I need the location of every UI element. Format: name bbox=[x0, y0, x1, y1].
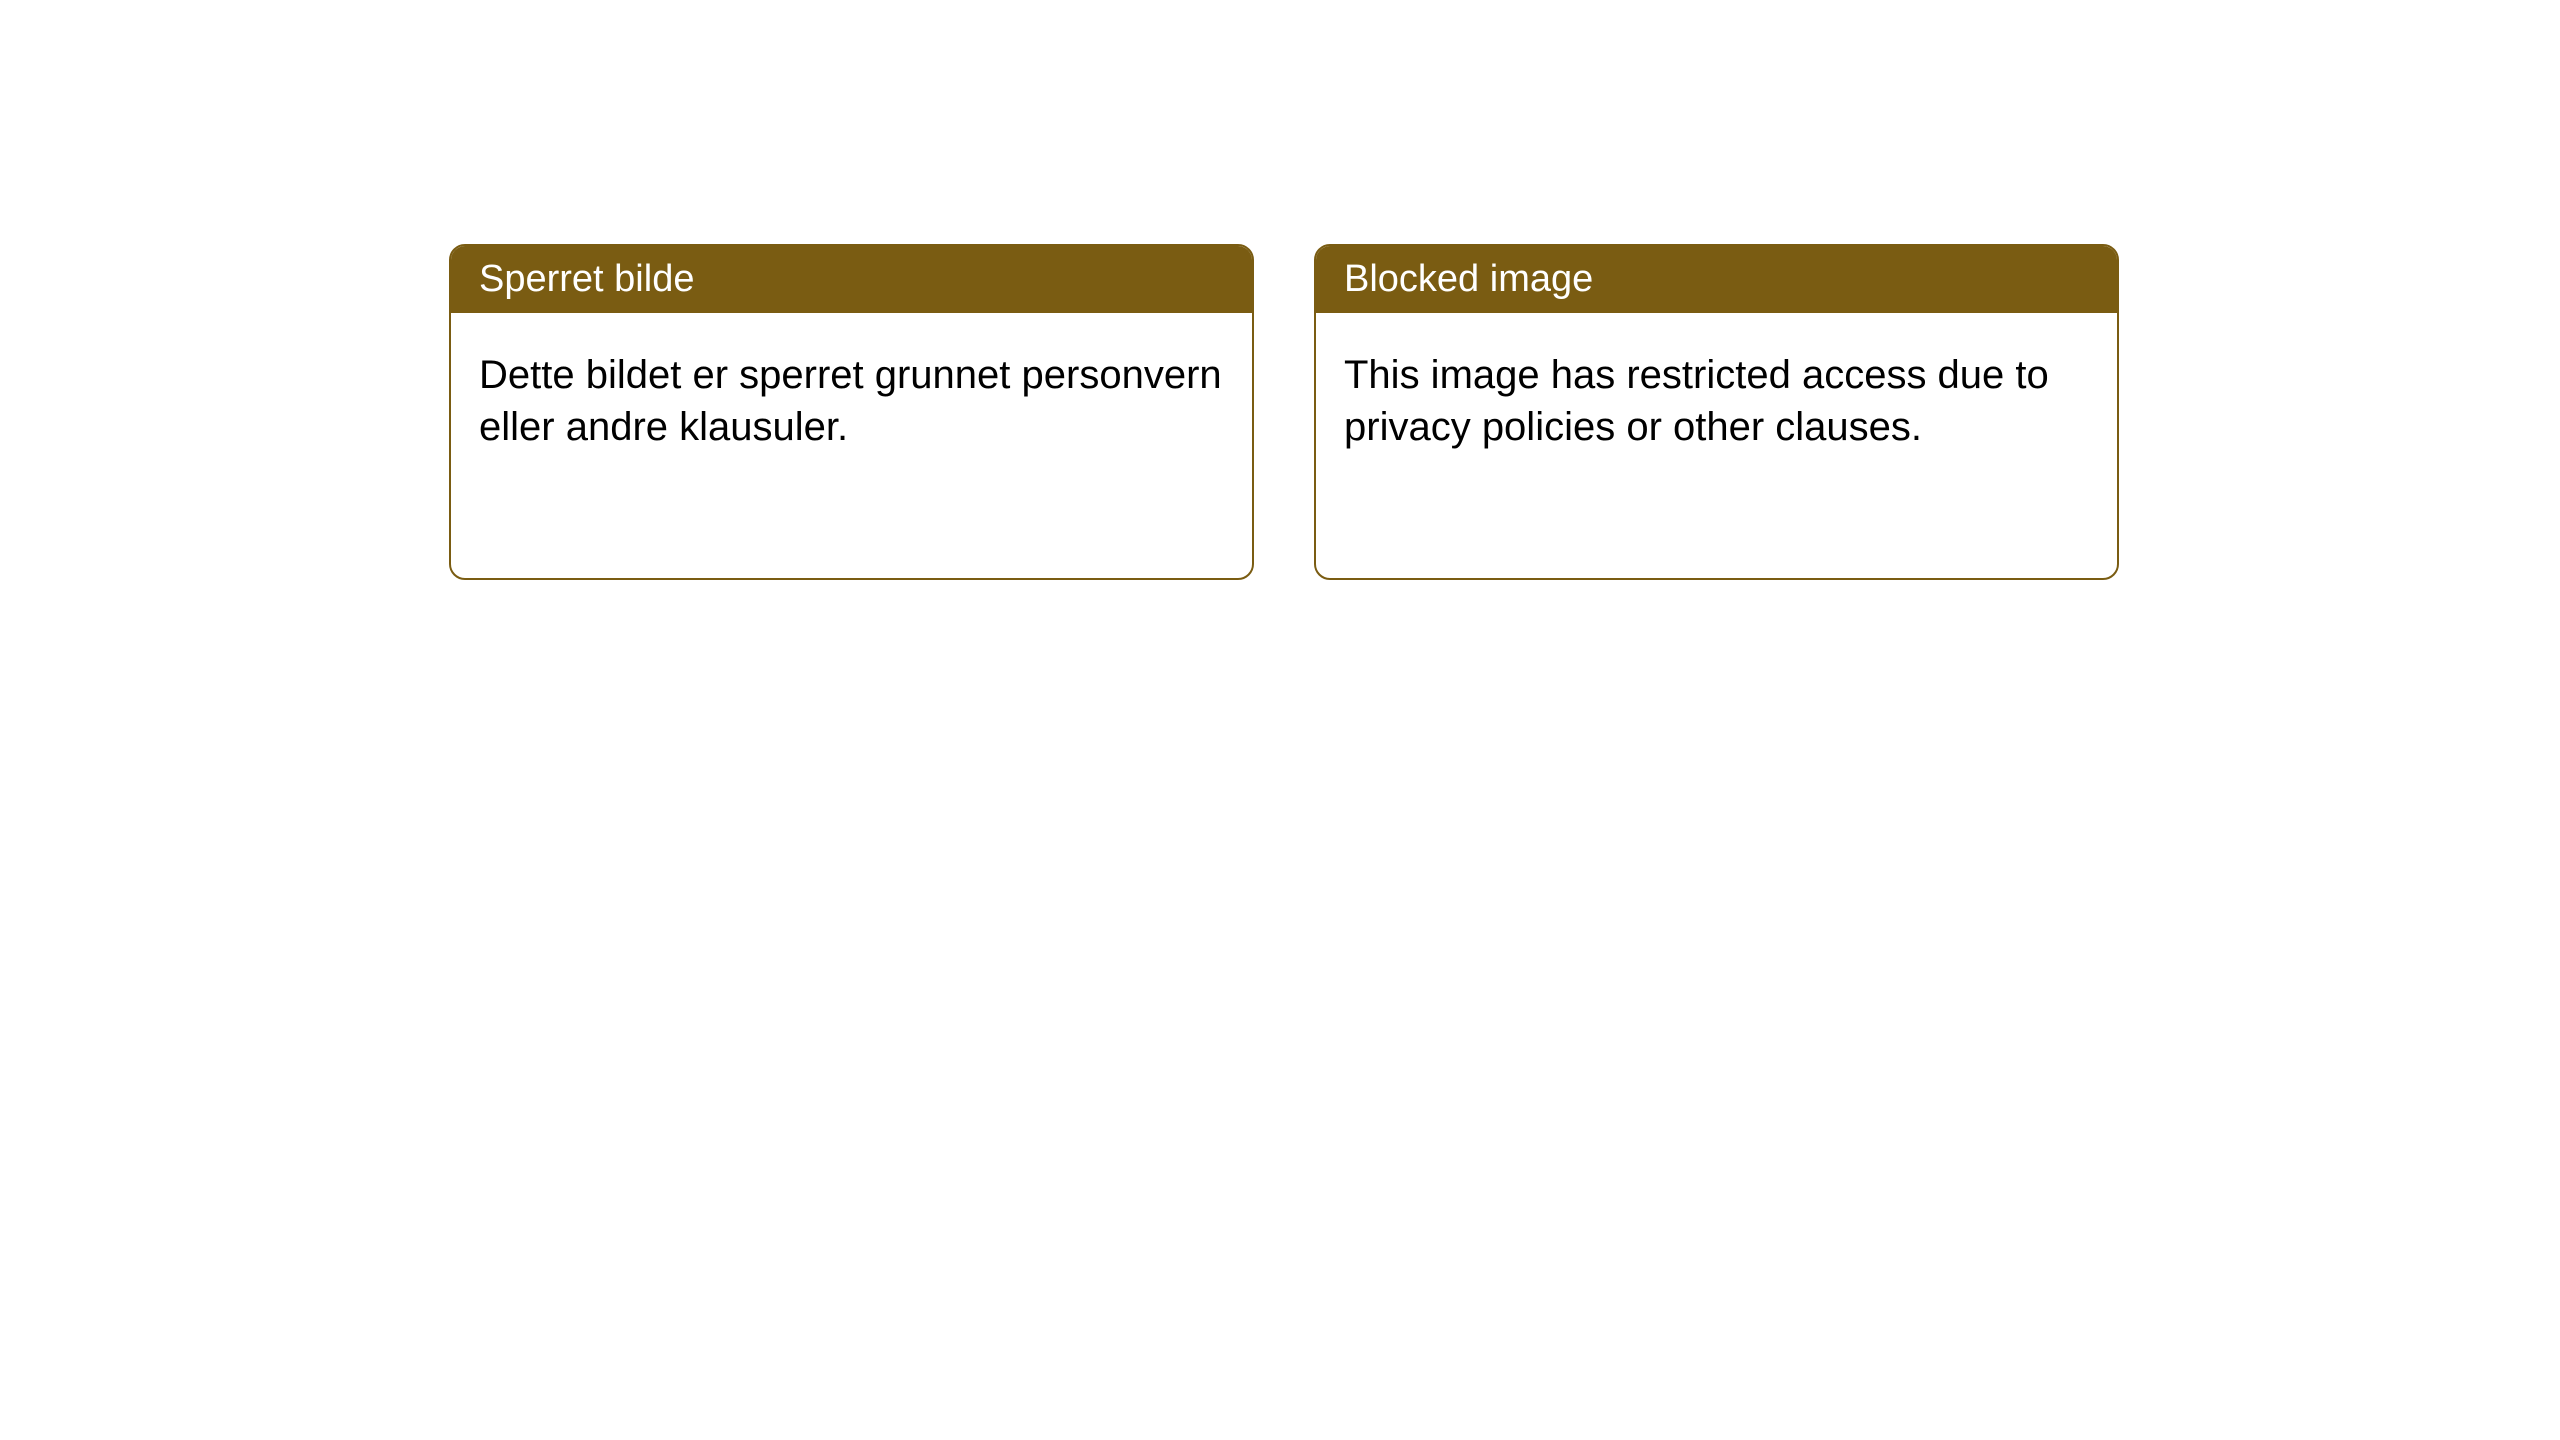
notice-body: Dette bildet er sperret grunnet personve… bbox=[451, 313, 1252, 489]
notice-title: Sperret bilde bbox=[479, 258, 694, 300]
notices-container: Sperret bilde Dette bildet er sperret gr… bbox=[449, 244, 2119, 580]
notice-title: Blocked image bbox=[1344, 258, 1593, 300]
notice-card-english: Blocked image This image has restricted … bbox=[1314, 244, 2119, 580]
notice-text: This image has restricted access due to … bbox=[1344, 353, 2049, 449]
notice-text: Dette bildet er sperret grunnet personve… bbox=[479, 353, 1222, 449]
notice-header: Blocked image bbox=[1316, 246, 2117, 313]
notice-card-norwegian: Sperret bilde Dette bildet er sperret gr… bbox=[449, 244, 1254, 580]
notice-body: This image has restricted access due to … bbox=[1316, 313, 2117, 489]
notice-header: Sperret bilde bbox=[451, 246, 1252, 313]
